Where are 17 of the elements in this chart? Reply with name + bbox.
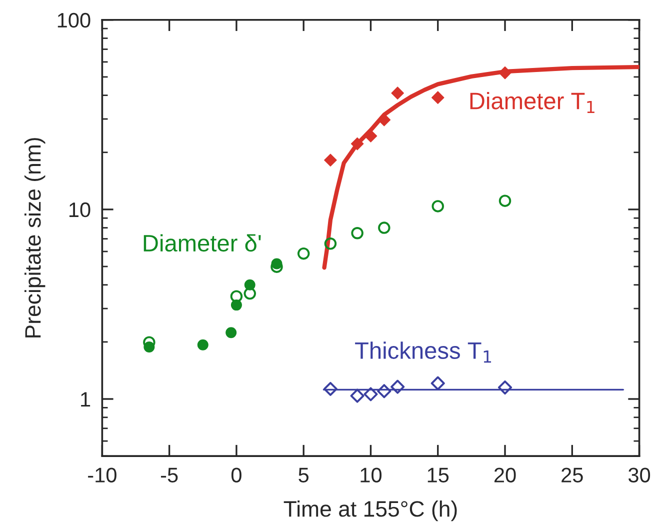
x-tick-label: -5 (160, 468, 178, 482)
series-label: Diameter T$_{1}$ (470, 92, 594, 114)
x-tick-label: 0 (231, 468, 242, 482)
x-axis-title: Time at 155°C (h) (284, 500, 457, 522)
x-tick-label: -10 (88, 468, 116, 482)
x-tick-label: 25 (562, 468, 583, 482)
y-tick-label: 10 (69, 202, 90, 218)
y-tick-label: 1 (81, 392, 90, 407)
x-tick-label: 30 (628, 468, 650, 482)
x-tick-label: 10 (360, 468, 382, 482)
y-axis-title: Precipitate size (nm) (24, 138, 46, 338)
series-label: Thickness T$_{1}$ (355, 342, 492, 363)
x-tick-label: 5 (298, 468, 309, 482)
series-label: Diameter δ' (144, 234, 261, 252)
x-tick-label: 20 (494, 468, 516, 482)
x-tick-label: 15 (428, 468, 449, 482)
y-tick-label: 100 (58, 12, 90, 28)
